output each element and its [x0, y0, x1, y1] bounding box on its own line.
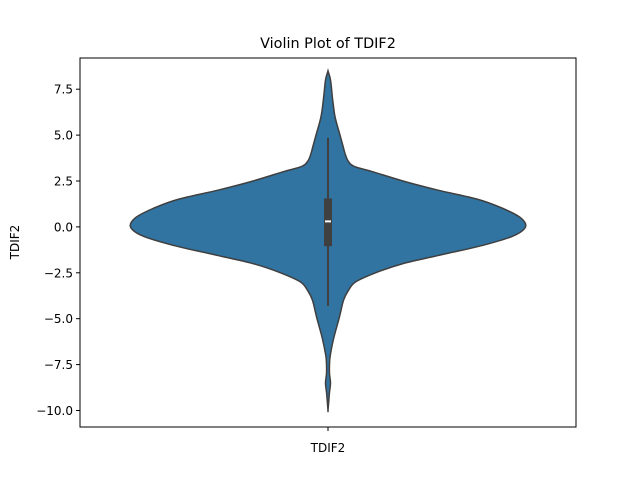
y-tick-label: 0.0: [54, 220, 73, 234]
y-axis-label: TDIF2: [8, 225, 22, 261]
y-tick-label: −2.5: [44, 266, 73, 280]
x-tick-label: TDIF2: [310, 441, 346, 455]
y-tick-label: 7.5: [54, 83, 73, 97]
plot-area: [129, 67, 527, 413]
chart-title: Violin Plot of TDIF2: [260, 36, 396, 52]
x-axis: TDIF2: [310, 427, 346, 455]
y-tick-label: −10.0: [36, 404, 73, 418]
y-tick-label: 5.0: [54, 129, 73, 143]
y-tick-label: 2.5: [54, 175, 73, 189]
y-tick-label: −5.0: [44, 312, 73, 326]
y-tick-label: −7.5: [44, 358, 73, 372]
y-axis: −10.0 −7.5 −5.0 −2.5 0.0 2.5 5.0 7.5: [36, 83, 80, 418]
